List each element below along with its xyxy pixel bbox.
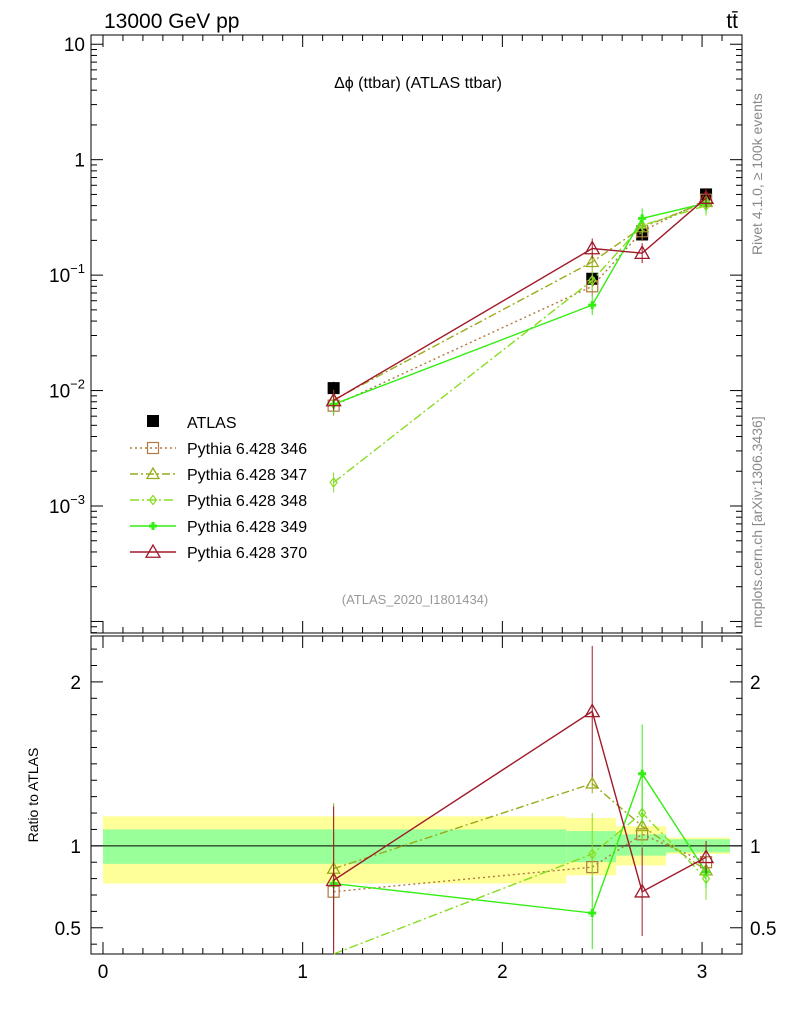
series-line-main bbox=[333, 197, 707, 402]
series-point-main bbox=[325, 392, 342, 407]
series-line-ratio bbox=[333, 782, 707, 871]
xtick-label-2: 2 bbox=[497, 962, 508, 983]
legend-marker-3 bbox=[149, 522, 157, 530]
ratio-ytick-label-0: 2 bbox=[70, 673, 81, 694]
series-line-ratio bbox=[333, 812, 707, 955]
legend-marker-0 bbox=[146, 441, 160, 455]
main-ytick-label-4: 10−3 bbox=[49, 492, 85, 518]
series-line-main bbox=[333, 199, 707, 407]
series-4 bbox=[325, 188, 715, 954]
series-point-main bbox=[329, 476, 338, 488]
band-green-0 bbox=[102, 829, 567, 864]
series-point-main bbox=[634, 244, 651, 260]
main-plot-frame bbox=[90, 34, 743, 634]
legend-label-3: Pythia 6.428 349 bbox=[187, 519, 307, 536]
tick-base: 10 bbox=[49, 497, 70, 518]
series-point-ratio bbox=[325, 871, 342, 887]
series-layer bbox=[325, 188, 715, 955]
ratio-ytick-label-right-0: 2 bbox=[750, 673, 761, 694]
tick-base: 10 bbox=[49, 382, 70, 403]
tick-exponent: −3 bbox=[70, 492, 85, 507]
legend-label-4: Pythia 6.428 370 bbox=[187, 545, 307, 562]
series-point-main bbox=[584, 240, 601, 255]
ratio-bands bbox=[91, 816, 742, 884]
tick-base: 1 bbox=[74, 151, 85, 172]
series-point-ratio bbox=[634, 883, 651, 898]
legend-marker-1 bbox=[145, 466, 161, 480]
tick-exponent: −2 bbox=[70, 377, 85, 392]
series-point-main bbox=[697, 189, 715, 204]
tick-base: 10 bbox=[64, 35, 85, 56]
mcplots-label: mcplots.cern.ch [arXiv:1306.3436] bbox=[749, 416, 765, 628]
rivet-label: Rivet 4.1.0, ≥ 100k events bbox=[749, 93, 765, 255]
series-point-ratio bbox=[585, 776, 600, 789]
analysis-watermark: (ATLAS_2020_I1801434) bbox=[342, 592, 488, 607]
xtick-label-3: 3 bbox=[697, 962, 708, 983]
tick-base: 10 bbox=[49, 266, 70, 287]
series-line-ratio bbox=[333, 710, 707, 893]
series-line-main bbox=[333, 202, 707, 405]
series-point-ratio bbox=[588, 909, 597, 918]
tick-exponent: −1 bbox=[70, 261, 85, 276]
series-point-ratio bbox=[697, 848, 715, 864]
plot-title: Δϕ (ttbar) (ATLAS ttbar) bbox=[334, 75, 502, 92]
legend-label-2: Pythia 6.428 348 bbox=[187, 493, 307, 510]
legend-label-atlas: ATLAS bbox=[187, 415, 237, 432]
series-line-ratio bbox=[333, 772, 707, 914]
series-line-main bbox=[333, 204, 707, 483]
series-point-main bbox=[588, 301, 597, 310]
legend-marker-4 bbox=[144, 543, 162, 558]
series-point-ratio bbox=[587, 848, 597, 860]
legend-marker-2 bbox=[148, 494, 158, 506]
legend: ATLAS Pythia 6.428 346 Pythia 6.428 347 Pyt… bbox=[130, 415, 307, 562]
main-ytick-label-0: 10 bbox=[64, 35, 85, 56]
legend-label-0: Pythia 6.428 346 bbox=[187, 441, 307, 458]
ratio-axis-label: Ratio to ATLAS bbox=[25, 748, 41, 843]
legend-label-1: Pythia 6.428 347 bbox=[187, 467, 307, 484]
xtick-label-0: 0 bbox=[98, 962, 109, 983]
ratio-ytick-label-1: 1 bbox=[70, 837, 81, 858]
band-green-2 bbox=[616, 834, 667, 856]
legend-marker-atlas bbox=[147, 415, 159, 427]
header-right: tt̄ bbox=[726, 10, 738, 33]
main-ytick-label-2: 10−1 bbox=[49, 261, 85, 287]
xtick-label-1: 1 bbox=[297, 962, 308, 983]
series-point-main bbox=[587, 274, 597, 286]
header-left: 13000 GeV pp bbox=[104, 10, 239, 33]
main-ytick-label-3: 10−2 bbox=[49, 377, 85, 403]
ratio-ytick-label-right-2: 0.5 bbox=[750, 919, 776, 940]
main-ytick-label-1: 1 bbox=[74, 151, 85, 172]
series-point-main bbox=[638, 214, 647, 223]
series-point-main bbox=[585, 254, 600, 268]
series-line-main bbox=[333, 201, 707, 401]
ratio-ytick-label-2: 0.5 bbox=[55, 919, 81, 940]
ratio-ytick-label-right-1: 1 bbox=[750, 837, 761, 858]
ratio-plot-frame bbox=[90, 635, 743, 955]
series-point-ratio bbox=[638, 769, 647, 778]
series-point-ratio bbox=[584, 703, 601, 718]
